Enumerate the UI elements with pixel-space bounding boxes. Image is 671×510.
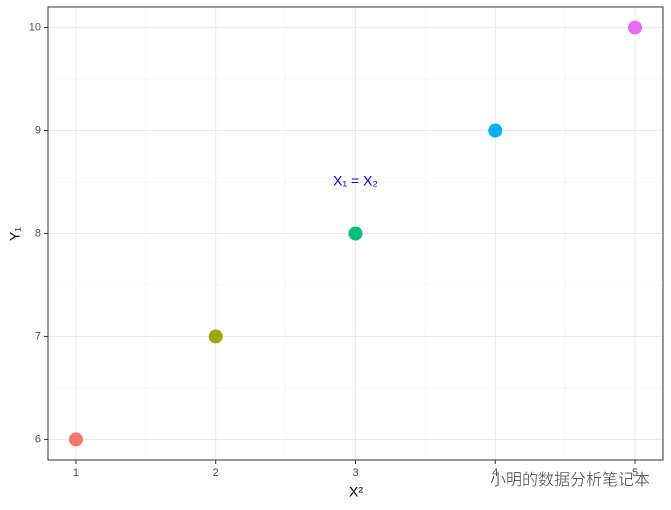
y-tick-label: 10 xyxy=(29,21,41,33)
point xyxy=(628,20,643,35)
x-tick-label: 2 xyxy=(213,467,219,479)
y-axis-label: Y₁ xyxy=(7,227,23,241)
x-tick-label: 3 xyxy=(352,467,358,479)
watermark: 小明的数据分析笔记本 xyxy=(490,471,650,489)
point xyxy=(68,432,83,447)
x-tick-label: 4 xyxy=(492,467,498,479)
y-tick-label: 7 xyxy=(35,330,41,342)
x-tick-label: 1 xyxy=(73,467,79,479)
point xyxy=(348,226,363,241)
panel-border xyxy=(47,6,664,461)
x-tick-label: 5 xyxy=(632,467,638,479)
x-axis-label: X² xyxy=(349,484,363,500)
y-tick-label: 9 xyxy=(35,124,41,136)
y-tick-label: 6 xyxy=(35,433,41,445)
annotation: X₁ = X₂ xyxy=(333,173,378,189)
point xyxy=(208,329,223,344)
y-tick-label: 8 xyxy=(35,227,41,239)
point xyxy=(488,123,503,138)
